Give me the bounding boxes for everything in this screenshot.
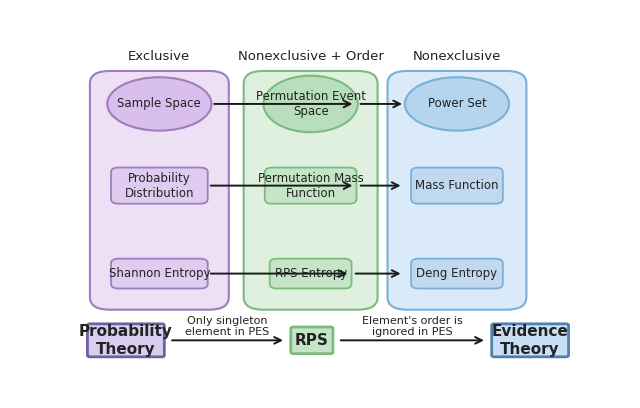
Text: Probability
Distribution: Probability Distribution — [125, 172, 194, 200]
Text: Permutation Mass
Function: Permutation Mass Function — [258, 172, 364, 200]
Text: Nonexclusive: Nonexclusive — [413, 50, 501, 63]
Text: Evidence
Theory: Evidence Theory — [492, 324, 568, 357]
FancyBboxPatch shape — [244, 71, 378, 310]
FancyBboxPatch shape — [269, 259, 351, 288]
FancyBboxPatch shape — [90, 71, 229, 310]
Text: Power Set: Power Set — [428, 98, 486, 111]
Ellipse shape — [108, 77, 211, 131]
FancyBboxPatch shape — [492, 324, 568, 357]
Text: Mass Function: Mass Function — [415, 179, 499, 192]
Text: RPS: RPS — [295, 333, 329, 348]
Text: Nonexclusive + Order: Nonexclusive + Order — [237, 50, 383, 63]
Text: Permutation Event
Space: Permutation Event Space — [255, 90, 365, 118]
FancyBboxPatch shape — [411, 259, 503, 288]
FancyBboxPatch shape — [291, 327, 333, 354]
Ellipse shape — [264, 75, 358, 132]
FancyBboxPatch shape — [88, 324, 164, 357]
Text: Shannon Entropy: Shannon Entropy — [109, 267, 210, 280]
Text: Sample Space: Sample Space — [118, 98, 201, 111]
FancyBboxPatch shape — [411, 168, 503, 204]
FancyBboxPatch shape — [111, 168, 208, 204]
FancyBboxPatch shape — [388, 71, 527, 310]
Text: Deng Entropy: Deng Entropy — [417, 267, 497, 280]
Text: Only singleton
element in PES: Only singleton element in PES — [186, 316, 269, 337]
FancyBboxPatch shape — [111, 259, 208, 288]
Text: Exclusive: Exclusive — [128, 50, 191, 63]
Text: RPS Entropy: RPS Entropy — [275, 267, 347, 280]
Text: Element's order is
ignored in PES: Element's order is ignored in PES — [362, 316, 463, 337]
Text: Probability
Theory: Probability Theory — [79, 324, 173, 357]
Ellipse shape — [405, 77, 509, 131]
FancyBboxPatch shape — [265, 168, 356, 204]
